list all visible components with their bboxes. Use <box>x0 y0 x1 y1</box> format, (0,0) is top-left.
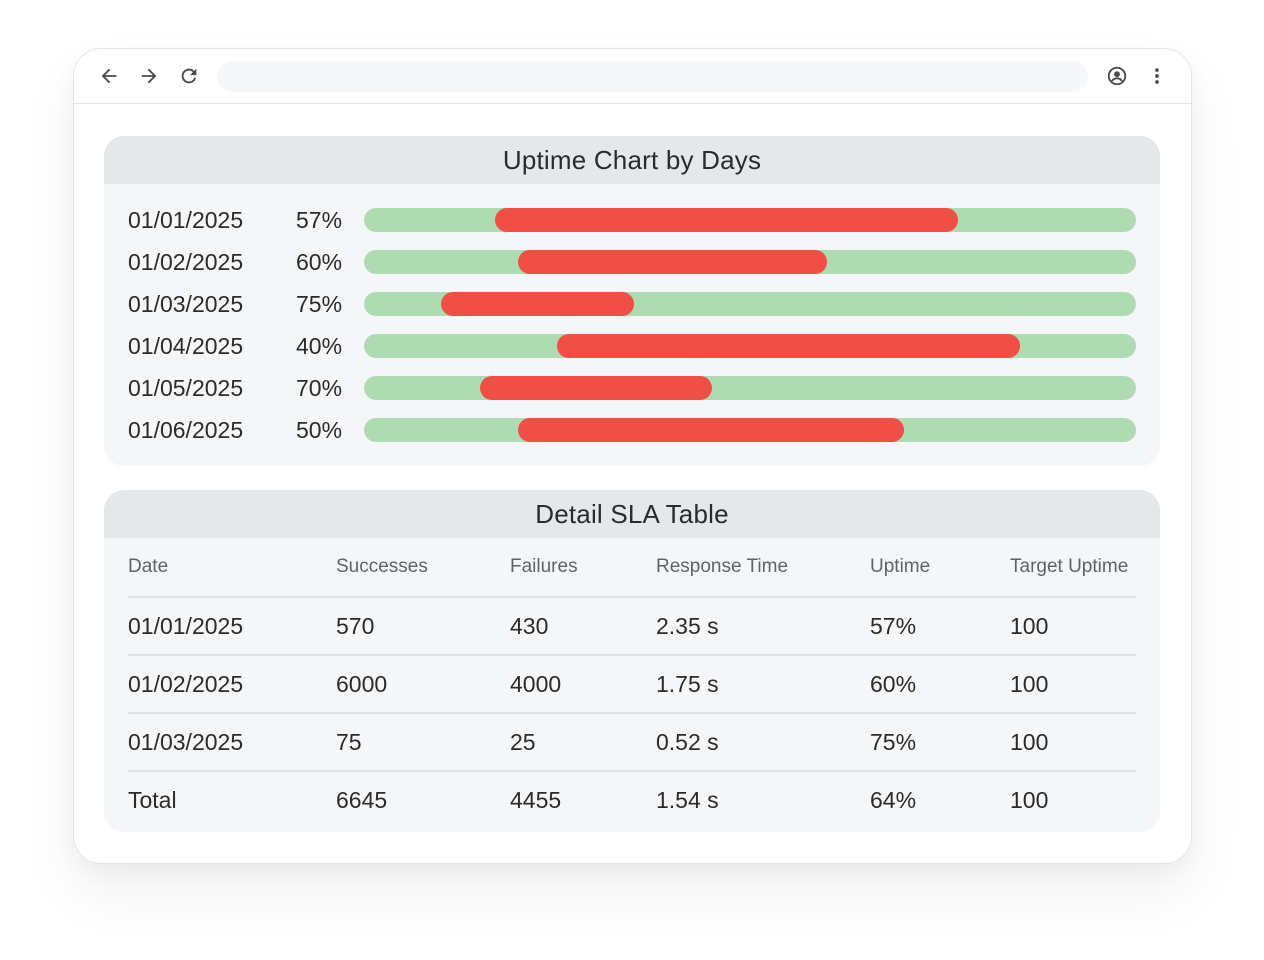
row-date-label: 01/02/2025 <box>128 249 244 275</box>
cell-uptime: 60% <box>870 655 1010 714</box>
uptime-bar-track <box>364 208 1136 232</box>
table-header-row: Date Successes Failures Response Time Up… <box>128 538 1136 598</box>
failure-bar-segment <box>441 292 634 316</box>
browser-window: Uptime Chart by Days 01/01/2025 57% 01/02/… <box>73 48 1192 864</box>
uptime-chart-card: Uptime Chart by Days 01/01/2025 57% 01/02/… <box>104 136 1160 466</box>
cell-target-uptime: 100 <box>1010 655 1136 714</box>
row-date-label: 01/03/2025 <box>128 291 244 317</box>
cell-target-uptime: 100 <box>1010 713 1136 772</box>
back-arrow-icon[interactable] <box>97 64 121 88</box>
uptime-bar-track <box>364 334 1136 358</box>
uptime-chart-row: 01/05/2025 70% <box>104 374 1160 402</box>
cell-failures: 25 <box>510 713 656 772</box>
failure-bar-segment <box>518 250 827 274</box>
column-header-uptime: Uptime <box>870 538 1010 598</box>
forward-arrow-icon[interactable] <box>137 64 161 88</box>
table-row: 01/01/2025 570 430 2.35 s 57% 100 <box>128 597 1136 656</box>
address-bar[interactable] <box>217 61 1088 92</box>
row-uptime-label: 50% <box>296 417 343 443</box>
row-uptime-label: 70% <box>296 375 343 401</box>
cell-date: 01/03/2025 <box>128 713 336 772</box>
cell-successes: 6000 <box>336 655 510 714</box>
total-target-uptime: 100 <box>1010 786 1049 813</box>
uptime-bar-track <box>364 376 1136 400</box>
reload-icon[interactable] <box>177 64 201 88</box>
row-uptime-label: 75% <box>296 291 343 317</box>
cell-date: 01/01/2025 <box>128 597 336 656</box>
column-header-date: Date <box>128 538 336 598</box>
sla-table-title: Detail SLA Table <box>104 490 1160 538</box>
uptime-chart-row: 01/04/2025 40% <box>104 332 1160 360</box>
cell-target-uptime: 100 <box>1010 597 1136 656</box>
cell-successes: 75 <box>336 713 510 772</box>
sla-table-card: Detail SLA Table Date Successes Failures… <box>104 490 1160 832</box>
sla-table: Date Successes Failures Response Time Up… <box>128 538 1136 828</box>
total-successes: 6645 <box>336 786 388 813</box>
cell-response-time: 1.75 s <box>656 655 870 714</box>
total-response-time: 1.54 s <box>656 786 719 813</box>
column-header-response-time: Response Time <box>656 538 870 598</box>
cell-failures: 4000 <box>510 655 656 714</box>
uptime-chart-row: 01/03/2025 75% <box>104 290 1160 318</box>
uptime-bar-track <box>364 250 1136 274</box>
cell-date: 01/02/2025 <box>128 655 336 714</box>
cell-response-time: 0.52 s <box>656 713 870 772</box>
uptime-chart-row: 01/01/2025 57% <box>104 206 1160 234</box>
row-uptime-label: 40% <box>296 333 343 359</box>
uptime-chart-row: 01/02/2025 60% <box>104 248 1160 276</box>
cell-response-time: 2.35 s <box>656 597 870 656</box>
table-row: 01/02/2025 6000 4000 1.75 s 60% 100 <box>128 655 1136 714</box>
total-label: Total <box>128 786 177 813</box>
table-row: 01/03/2025 75 25 0.52 s 75% 100 <box>128 713 1136 772</box>
cell-failures: 430 <box>510 597 656 656</box>
row-uptime-label: 60% <box>296 249 343 275</box>
row-date-label: 01/04/2025 <box>128 333 244 359</box>
row-date-label: 01/06/2025 <box>128 417 244 443</box>
failure-bar-segment <box>557 334 1020 358</box>
row-date-label: 01/01/2025 <box>128 207 244 233</box>
failure-bar-segment <box>480 376 712 400</box>
total-failures: 4455 <box>510 786 562 813</box>
column-header-failures: Failures <box>510 538 656 598</box>
total-uptime: 64% <box>870 786 917 813</box>
row-date-label: 01/05/2025 <box>128 375 244 401</box>
uptime-chart-row: 01/06/2025 50% <box>104 416 1160 444</box>
cell-uptime: 75% <box>870 713 1010 772</box>
uptime-bar-track <box>364 418 1136 442</box>
uptime-bar-track <box>364 292 1136 316</box>
browser-toolbar <box>74 49 1191 104</box>
cell-uptime: 57% <box>870 597 1010 656</box>
column-header-successes: Successes <box>336 538 510 598</box>
failure-bar-segment <box>518 418 904 442</box>
uptime-chart-title: Uptime Chart by Days <box>104 136 1160 184</box>
failure-bar-segment <box>495 208 958 232</box>
cell-successes: 570 <box>336 597 510 656</box>
table-total-row: Total 6645 4455 1.54 s 64% 100 <box>128 771 1136 828</box>
more-vert-icon[interactable] <box>1145 64 1169 88</box>
row-uptime-label: 57% <box>296 207 343 233</box>
column-header-target-uptime: Target Uptime <box>1010 538 1136 598</box>
account-icon[interactable] <box>1105 64 1129 88</box>
